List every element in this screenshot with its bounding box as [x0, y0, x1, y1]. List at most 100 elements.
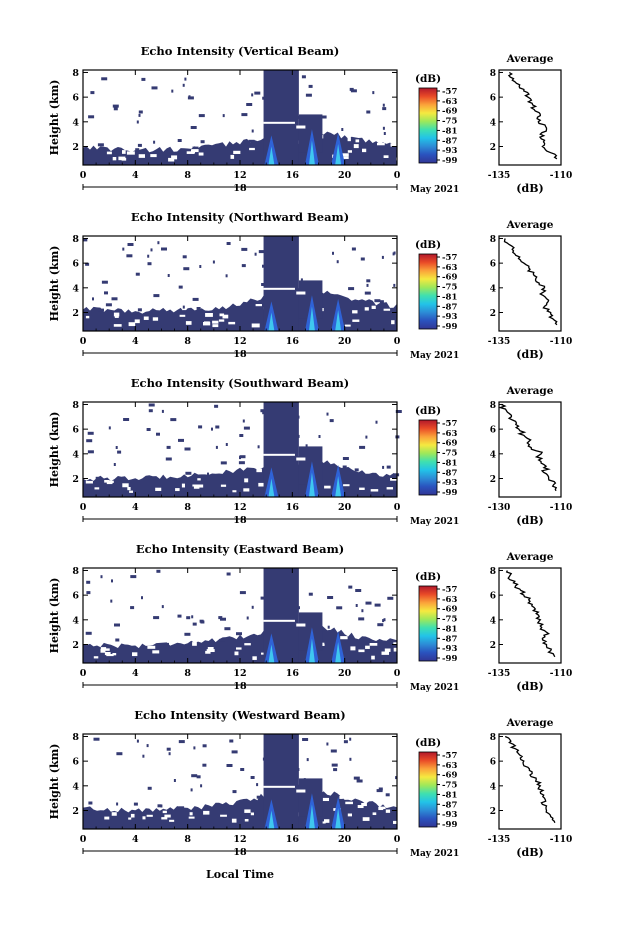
echo-speck [157, 804, 162, 808]
echo-speck [111, 579, 113, 583]
echo-gap [85, 480, 93, 484]
colorbar-tick-label: -87 [442, 136, 457, 146]
echo-speck [254, 252, 257, 256]
echo-speck [177, 614, 182, 618]
echo-speck [372, 91, 375, 95]
echo-speck [136, 739, 139, 743]
echo-speck [393, 283, 396, 287]
echo-speck [85, 262, 90, 266]
echo-speck [100, 575, 103, 579]
plume-white-line [263, 287, 295, 290]
y-tick-label: 8 [72, 68, 79, 79]
echo-speck [123, 418, 130, 421]
echo-gap [122, 483, 129, 488]
echo-speck [229, 739, 234, 743]
echo-gap [220, 484, 227, 487]
colorbar-tick-label: -87 [442, 634, 457, 644]
echo-gap [243, 488, 250, 492]
echo-gap [122, 150, 126, 154]
side-y-tick-label: 4 [490, 118, 496, 128]
echo-gap [372, 812, 377, 816]
date-label: May 2021 [410, 517, 459, 527]
echo-gap [192, 484, 200, 487]
echo-gap [355, 139, 360, 143]
colorbar-tick-label: -69 [442, 605, 457, 615]
plume-white-line [263, 121, 295, 124]
echo-layer [83, 619, 397, 663]
echo-gap [127, 487, 131, 491]
x-tick-label: 8 [184, 502, 191, 513]
echo-speck [182, 255, 187, 259]
echo-gap [377, 142, 385, 146]
echo-speck [318, 435, 321, 438]
echo-speck [224, 627, 231, 631]
echo-speck [147, 254, 150, 258]
side-y-tick-label: 8 [490, 567, 496, 577]
echo-gap [93, 656, 99, 659]
echo-speck [151, 86, 158, 90]
echo-gap [143, 316, 149, 320]
echo-speck [385, 793, 390, 797]
echo-speck [116, 752, 123, 756]
side-y-tick-label: 8 [490, 69, 496, 79]
echo-speck [122, 247, 125, 251]
colorbar-tick-label: -75 [442, 781, 457, 791]
echo-gap [191, 149, 196, 154]
echo-speck [115, 638, 120, 642]
echo-speck [198, 114, 205, 118]
echo-speck [301, 75, 306, 79]
echo-core-bright [308, 472, 315, 497]
echo-speck [258, 250, 265, 254]
echo-gap [324, 819, 330, 823]
echo-gap [361, 803, 367, 807]
plume-shoulder [298, 778, 323, 817]
colorbar [418, 751, 438, 828]
side-x-tick-label: -110 [550, 835, 573, 845]
echo-gap [205, 313, 213, 317]
echo-gap [185, 321, 192, 325]
y-axis-label: Height (km) [48, 412, 61, 488]
panel-0: Echo Intensity (Vertical Beam) 0 4 8 12 16 20 0… [48, 44, 572, 195]
echo-gap [150, 154, 157, 158]
echo-speck [238, 461, 245, 465]
panel-4: Echo Intensity (Westward Beam) 0 4 8 12 16 20 0… [48, 708, 572, 859]
echo-speck [239, 434, 244, 437]
x-tick-label: 12 [233, 834, 246, 845]
echo-speck [182, 305, 185, 309]
echo-speck [356, 779, 363, 783]
echo-gap [369, 643, 378, 646]
echo-speck [116, 802, 119, 806]
plume-shoulder [298, 446, 323, 485]
side-x-tick-label: -110 [550, 171, 573, 181]
side-x-tick-label: -135 [488, 171, 511, 181]
echo-speck [212, 260, 215, 264]
echo-speck [219, 638, 225, 642]
echo-speck [87, 450, 94, 454]
colorbar-tick-label: -57 [442, 751, 457, 761]
y-axis-label: Height (km) [48, 744, 61, 820]
echo-gap [112, 653, 117, 656]
echo-gap [106, 151, 112, 155]
side-frame [498, 567, 562, 664]
side-profile-line [503, 238, 558, 326]
echo-gap [162, 810, 167, 814]
colorbar-unit: (dB) [415, 239, 441, 251]
echo-speck [246, 616, 249, 620]
x-tick-label: 4 [132, 502, 139, 513]
echo-gap [181, 483, 185, 488]
echo-speck [215, 425, 220, 429]
echo-speck [360, 257, 365, 261]
echo-gap [205, 650, 211, 654]
echo-gap [100, 649, 106, 653]
echo-speck [192, 146, 199, 150]
echo-speck [87, 431, 94, 435]
echo-speck [382, 619, 385, 623]
echo-speck [184, 632, 191, 636]
colorbar [418, 585, 438, 662]
side-frame [498, 69, 562, 166]
echo-speck [135, 272, 140, 276]
echo-speck [374, 299, 381, 303]
echo-speck [358, 617, 365, 621]
echo-gap [322, 797, 330, 802]
